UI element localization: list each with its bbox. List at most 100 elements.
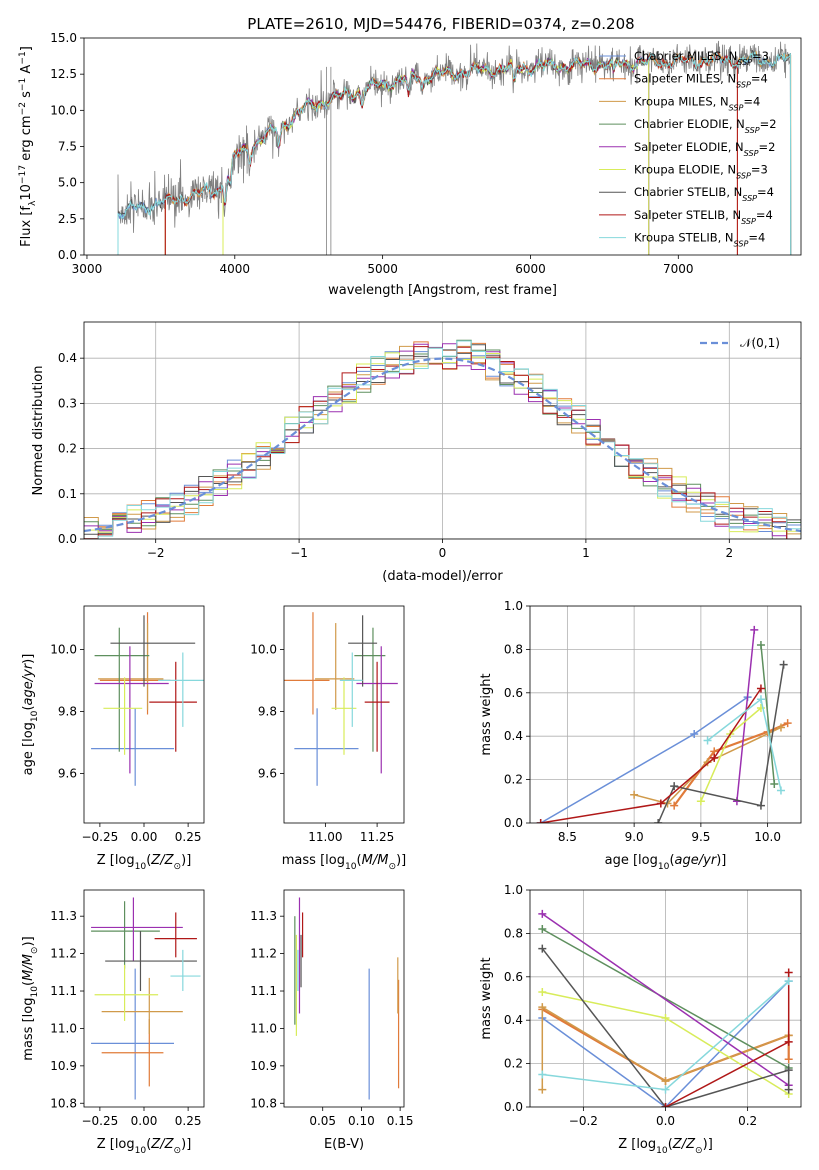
mass-weight-marker bbox=[756, 801, 765, 810]
y-tick-label: 10.9 bbox=[50, 1059, 77, 1073]
mass-weight-marker bbox=[630, 790, 639, 799]
mass-weight-marker bbox=[538, 909, 547, 918]
mass-weight-marker bbox=[784, 1066, 793, 1075]
y-tick-label: 9.6 bbox=[58, 766, 77, 780]
y-tick-label: 11.1 bbox=[50, 984, 77, 998]
mass-weight-series-line bbox=[541, 948, 790, 1107]
legend-entry: Salpeter ELODIE, NSSP=2 bbox=[634, 140, 775, 158]
x-axis-label: E(B-V) bbox=[324, 1137, 364, 1152]
y-tick-label: 10.8 bbox=[250, 1096, 277, 1110]
mass-weight-marker bbox=[661, 1085, 670, 1094]
x-tick-label: 3000 bbox=[72, 262, 103, 276]
mass-weight-marker bbox=[538, 925, 547, 934]
y-tick-label: 0.0 bbox=[504, 816, 523, 830]
x-tick-label: 0.2 bbox=[738, 1114, 757, 1128]
x-tick-label: 1 bbox=[582, 546, 590, 560]
mass-weight-vs-age-axes: 8.5 9.0 9.5 10.0 0.0 0.2 0.4 0.6 0.8 1.0 age [log1… bbox=[479, 599, 802, 872]
mass-weight-marker bbox=[776, 723, 785, 732]
y-tick-label: 10.8 bbox=[50, 1096, 77, 1110]
mass-weight-marker bbox=[654, 819, 663, 823]
mass-vs-extinction-plot-area bbox=[294, 897, 400, 1100]
mass-weight-marker bbox=[784, 1055, 793, 1064]
mass-weight-vs-metallicity-axes: −0.2 0.0 0.2 0.0 0.2 0.4 0.6 0.8 1.0 Z [log10(Z/Z… bbox=[479, 883, 802, 1156]
y-tick-label: 10.0 bbox=[50, 103, 77, 117]
x-tick-label: 0.25 bbox=[175, 830, 202, 844]
age-vs-mass-frame bbox=[283, 605, 405, 824]
mass-weight-series-line bbox=[633, 726, 782, 805]
y-tick-label: 11.0 bbox=[50, 1021, 77, 1035]
x-tick-label: 0.00 bbox=[131, 830, 158, 844]
mass-weight-marker bbox=[756, 695, 765, 704]
mass-weight-marker bbox=[661, 1014, 670, 1023]
y-tick-label: 0.2 bbox=[504, 773, 523, 787]
x-axis-label: Z [log10(Z/Z⊙)] bbox=[97, 853, 192, 872]
legend-entry: Kroupa MILES, NSSP=4 bbox=[634, 94, 760, 112]
mass-weight-marker bbox=[696, 797, 705, 806]
mass-weight-marker bbox=[756, 684, 765, 693]
mass-weight-vs-metallicity-plot-area bbox=[530, 890, 801, 1107]
mass-weight-marker bbox=[656, 799, 665, 808]
mass-weight-series-line bbox=[541, 913, 790, 1086]
y-tick-label: 0.6 bbox=[504, 686, 523, 700]
age-vs-metallicity-frame bbox=[83, 605, 205, 824]
spectrum-plot-area bbox=[117, 40, 792, 255]
residual-histogram-series bbox=[84, 340, 801, 539]
legend: Chabrier MILES, NSSP=3 Salpeter MILES, NS… bbox=[599, 49, 777, 248]
legend-entry: Chabrier ELODIE, NSSP=2 bbox=[634, 117, 777, 135]
mass-weight-series-line bbox=[760, 645, 776, 784]
x-axis-label: age [log10(age/yr)] bbox=[605, 853, 727, 872]
age-vs-metallicity-plot-area bbox=[91, 612, 204, 786]
spectrum-axes: 3000 4000 5000 6000 7000 0.0 2.5 5.0 7.5 10.0 12.5… bbox=[18, 31, 802, 298]
legend: 𝒩(0,1) bbox=[700, 336, 780, 350]
y-tick-label: 2.5 bbox=[58, 212, 77, 226]
mass-weight-series-line bbox=[657, 664, 785, 823]
figure-title: PLATE=2610, MJD=54476, FIBERID=0374, z=0… bbox=[247, 15, 634, 33]
mass-weight-marker bbox=[670, 782, 679, 791]
mass-weight-marker bbox=[756, 641, 765, 650]
mass-vs-metallicity-axes: −0.25 0.00 0.25 10.8 10.9 11.0 11.1 11.2 11.3 Z [… bbox=[21, 889, 205, 1156]
y-tick-label: 0.4 bbox=[504, 729, 523, 743]
x-tick-label: 9.0 bbox=[625, 830, 644, 844]
y-tick-label: 10.9 bbox=[250, 1059, 277, 1073]
x-tick-label: −0.2 bbox=[569, 1114, 598, 1128]
x-axis-label: wavelength [Angstrom, rest frame] bbox=[328, 283, 557, 298]
x-tick-label: −1 bbox=[290, 546, 308, 560]
residual-histogram-plot-area bbox=[84, 322, 801, 539]
mass-weight-marker bbox=[538, 944, 547, 953]
x-tick-label: 6000 bbox=[515, 262, 546, 276]
mass-weight-marker bbox=[538, 1085, 547, 1094]
mass-weight-marker bbox=[536, 819, 545, 823]
mass-weight-marker bbox=[710, 753, 719, 762]
y-tick-label: 0.0 bbox=[504, 1100, 523, 1114]
y-tick-label: 0.0 bbox=[58, 248, 77, 262]
mass-weight-marker bbox=[779, 660, 788, 669]
y-tick-label: 0.0 bbox=[58, 532, 77, 546]
y-tick-label: 12.5 bbox=[50, 67, 77, 81]
normal-distribution-curve bbox=[84, 357, 801, 533]
y-tick-label: 0.3 bbox=[58, 396, 77, 410]
y-tick-label: 0.8 bbox=[504, 926, 523, 940]
mass-weight-marker bbox=[784, 1085, 793, 1094]
mass-weight-marker bbox=[750, 625, 759, 634]
mass-weight-series-line bbox=[540, 688, 762, 823]
mass-weight-marker bbox=[784, 1037, 793, 1046]
y-tick-label: 0.1 bbox=[58, 487, 77, 501]
x-axis-label: Z [log10(Z/Z⊙)] bbox=[618, 1137, 713, 1156]
y-tick-label: 15.0 bbox=[50, 31, 77, 45]
model-spectrum-line bbox=[117, 51, 792, 255]
x-tick-label: 10.0 bbox=[754, 830, 781, 844]
y-tick-label: 9.8 bbox=[258, 704, 277, 718]
mass-weight-series-line bbox=[541, 928, 790, 1069]
mass-weight-marker bbox=[538, 987, 547, 996]
x-tick-label: 0.25 bbox=[175, 1114, 202, 1128]
age-vs-mass-plot-area bbox=[284, 612, 398, 786]
y-tick-label: 0.2 bbox=[58, 442, 77, 456]
x-tick-label: 0.05 bbox=[309, 1114, 336, 1128]
legend-entry: Salpeter MILES, NSSP=4 bbox=[634, 72, 768, 90]
mass-vs-extinction-axes: 0.05 0.10 0.15 10.8 10.9 11.0 11.1 11.2 11.3 E(B-… bbox=[250, 889, 413, 1152]
legend-entry: 𝒩(0,1) bbox=[740, 336, 780, 350]
y-axis-label: mass [log10(M/M⊙)] bbox=[21, 936, 40, 1060]
x-tick-label: 8.5 bbox=[558, 830, 577, 844]
y-tick-label: 11.3 bbox=[50, 909, 77, 923]
